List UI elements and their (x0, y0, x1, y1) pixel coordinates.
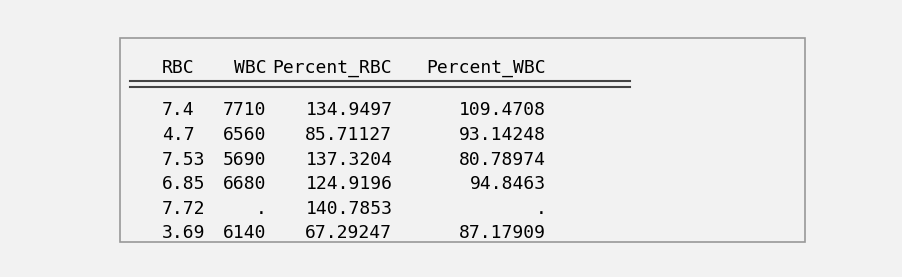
Text: 93.14248: 93.14248 (459, 126, 547, 144)
Text: 85.71127: 85.71127 (306, 126, 392, 144)
Text: 134.9497: 134.9497 (306, 101, 392, 119)
Text: 80.78974: 80.78974 (459, 151, 547, 168)
Text: .: . (255, 200, 267, 218)
Text: 6140: 6140 (223, 224, 267, 242)
Text: RBC: RBC (161, 59, 194, 77)
Text: 94.8463: 94.8463 (470, 175, 547, 193)
Text: 6.85: 6.85 (161, 175, 205, 193)
Text: Percent_WBC: Percent_WBC (427, 59, 547, 77)
Text: 7710: 7710 (223, 101, 267, 119)
Text: 7.4: 7.4 (161, 101, 194, 119)
Text: 7.72: 7.72 (161, 200, 205, 218)
Text: 5690: 5690 (223, 151, 267, 168)
Text: WBC: WBC (234, 59, 267, 77)
FancyBboxPatch shape (120, 37, 805, 242)
Text: 109.4708: 109.4708 (459, 101, 547, 119)
Text: 4.7: 4.7 (161, 126, 194, 144)
Text: 124.9196: 124.9196 (306, 175, 392, 193)
Text: 67.29247: 67.29247 (306, 224, 392, 242)
Text: 3.69: 3.69 (161, 224, 205, 242)
Text: .: . (535, 200, 547, 218)
Text: 6560: 6560 (223, 126, 267, 144)
Text: 6680: 6680 (223, 175, 267, 193)
Text: 137.3204: 137.3204 (306, 151, 392, 168)
Text: 7.53: 7.53 (161, 151, 205, 168)
Text: Percent_RBC: Percent_RBC (272, 59, 392, 77)
Text: 140.7853: 140.7853 (306, 200, 392, 218)
Text: 87.17909: 87.17909 (459, 224, 547, 242)
